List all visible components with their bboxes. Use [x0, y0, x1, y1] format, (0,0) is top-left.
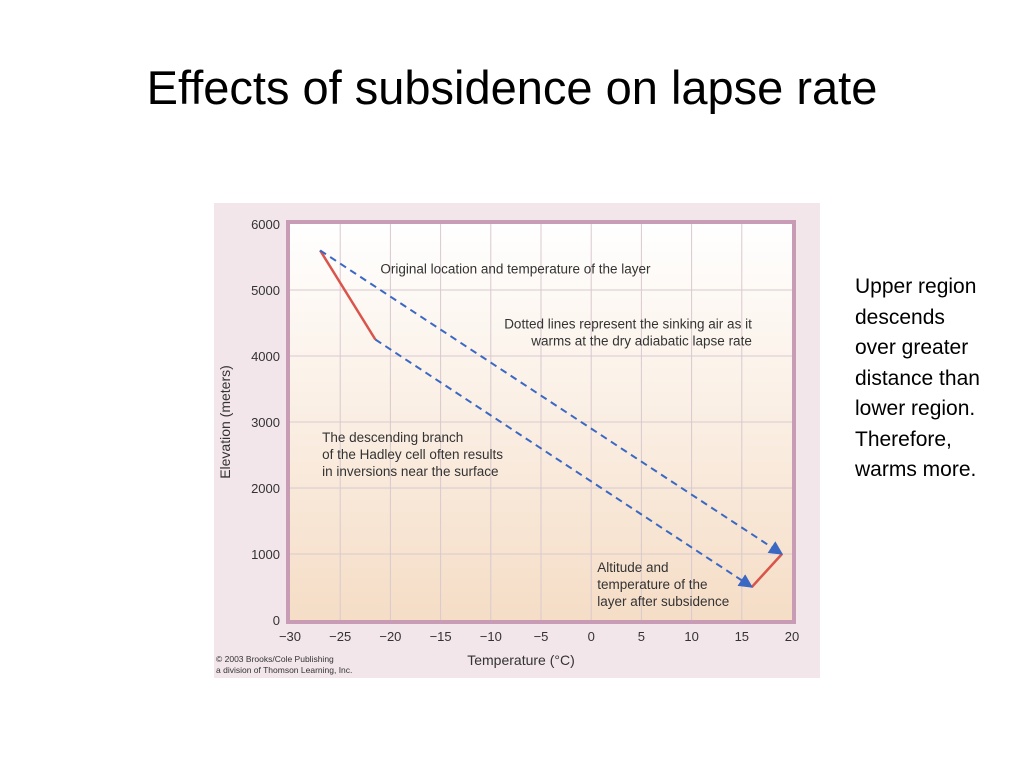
annotation-line: layer after subsidence: [597, 594, 729, 609]
chart-svg: Original location and temperature of the…: [214, 203, 820, 678]
x-tick-label: 0: [588, 629, 595, 644]
annotation-line: of the Hadley cell often results: [322, 447, 503, 462]
credit-line-2: a division of Thomson Learning, Inc.: [216, 665, 352, 675]
side-note: Upper region descends over greater dista…: [855, 272, 1020, 486]
side-note-line: distance than: [855, 366, 980, 390]
y-tick-label: 0: [273, 613, 280, 628]
x-tick-label: 10: [684, 629, 698, 644]
annotation-line: The descending branch: [322, 430, 463, 445]
y-tick-label: 2000: [251, 481, 280, 496]
tick-labels: −30 −25 −20 −15 −10 −5 0 5 10 15 20 0 1000 2000 3000 40…: [251, 217, 799, 644]
slide-title: Effects of subsidence on lapse rate: [146, 61, 878, 114]
subsidence-chart: Original location and temperature of the…: [214, 203, 820, 678]
sinking-air-dashed-arrow: [374, 338, 754, 588]
y-tick-label: 4000: [251, 349, 280, 364]
x-tick-label: −5: [534, 629, 549, 644]
side-note-line: warms more.: [855, 458, 977, 481]
sinking-air-dashed-arrow: [319, 249, 784, 555]
annotation-line: Altitude and: [597, 560, 668, 575]
chart-annotation: Original location and temperature of the…: [380, 262, 651, 277]
chart-annotation: Dotted lines represent the sinking air a…: [504, 316, 752, 348]
layer-temperature-line: [319, 249, 377, 341]
gridlines: [290, 224, 792, 620]
chart-annotation: The descending branch of the Hadley cell …: [322, 430, 503, 479]
y-axis-label: Elevation (meters): [217, 365, 233, 479]
annotations: Original location and temperature of the…: [322, 262, 752, 609]
annotation-line: Original location and temperature of the…: [380, 262, 651, 277]
y-tick-label: 3000: [251, 415, 280, 430]
x-tick-label: 5: [638, 629, 645, 644]
x-tick-label: −10: [480, 629, 502, 644]
y-tick-label: 1000: [251, 547, 280, 562]
y-tick-label: 6000: [251, 217, 280, 232]
annotation-line: Dotted lines represent the sinking air a…: [504, 316, 752, 331]
y-tick-label: 5000: [251, 283, 280, 298]
annotation-line: warms at the dry adiabatic lapse rate: [530, 333, 752, 348]
layer-temperature-line: [750, 553, 783, 588]
x-tick-label: −15: [430, 629, 452, 644]
series-group: [319, 249, 784, 588]
annotation-line: in inversions near the surface: [322, 464, 498, 479]
credit-line-1: © 2003 Brooks/Cole Publishing: [216, 654, 334, 664]
x-tick-label: −30: [279, 629, 301, 644]
side-note-line: descends: [855, 305, 945, 329]
x-tick-label: 20: [785, 629, 799, 644]
x-tick-label: −20: [379, 629, 401, 644]
x-axis-label: Temperature (°C): [467, 652, 575, 668]
side-note-line: lower region.: [855, 397, 976, 420]
side-note-line: Upper region: [855, 275, 977, 298]
x-tick-label: −25: [329, 629, 351, 644]
x-tick-label: 15: [735, 629, 749, 644]
chart-annotation: Altitude and temperature of the layer afte…: [597, 560, 729, 609]
side-note-line: Therefore,: [855, 427, 952, 451]
annotation-line: temperature of the: [597, 577, 707, 592]
side-note-line: over greater: [855, 336, 969, 359]
